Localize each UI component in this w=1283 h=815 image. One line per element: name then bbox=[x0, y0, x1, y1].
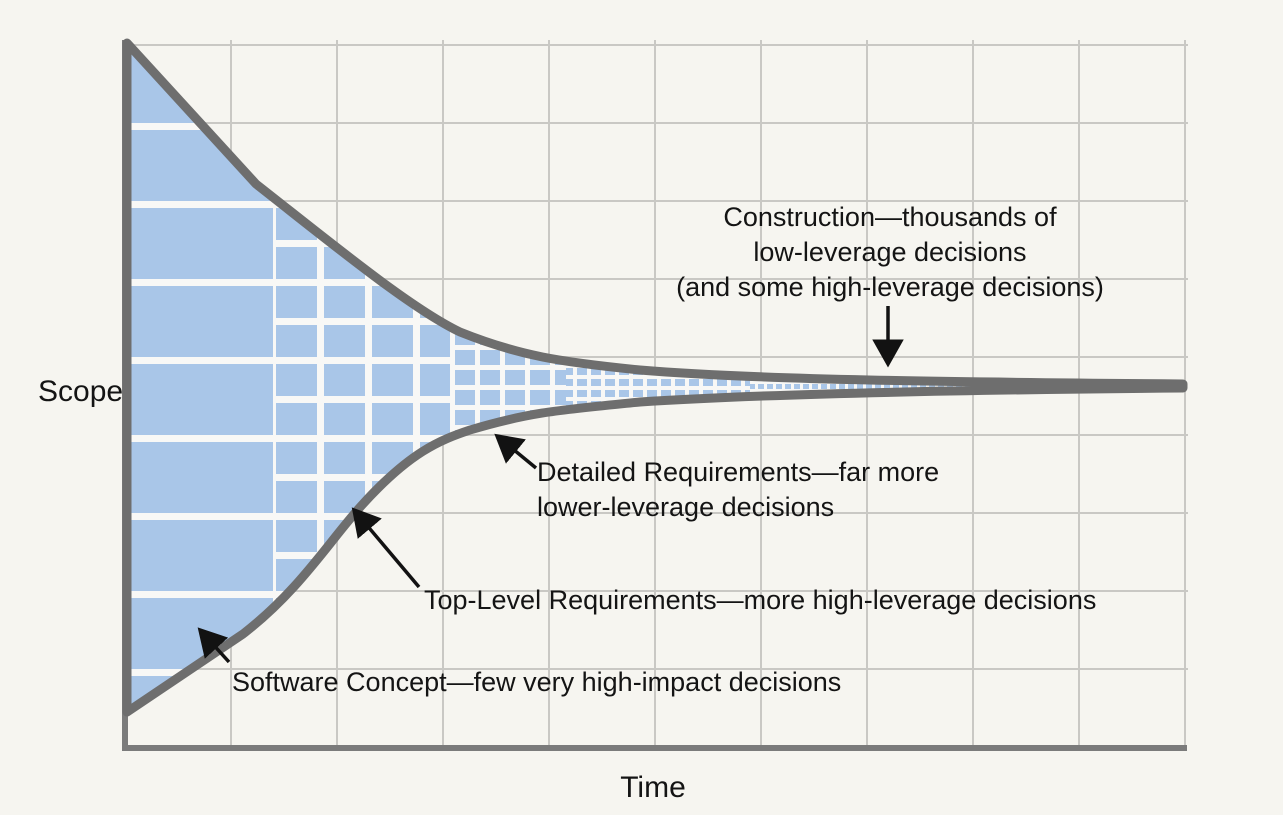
annotation-top-level-requirements: Top-Level Requirements—more high-leverag… bbox=[424, 583, 1096, 618]
x-axis-label: Time bbox=[620, 771, 686, 804]
annotation-construction-line3: (and some high-leverage decisions) bbox=[676, 272, 1104, 302]
annotation-construction-line2: low-leverage decisions bbox=[753, 237, 1027, 267]
annotation-top-level-line1: Top-Level Requirements—more high-leverag… bbox=[424, 585, 1097, 615]
top-level-requirements-arrow bbox=[351, 507, 421, 589]
annotation-detailed-line2: lower-leverage decisions bbox=[537, 492, 835, 522]
annotation-detailed-requirements: Detailed Requirements—far more lower-lev… bbox=[537, 455, 939, 525]
annotation-arrows bbox=[197, 306, 904, 664]
annotation-software-concept-line1: Software Concept—few very high-impact de… bbox=[232, 667, 842, 697]
annotation-detailed-line1: Detailed Requirements—far more bbox=[537, 457, 940, 487]
software-concept-arrow bbox=[197, 627, 231, 664]
annotation-construction: Construction—thousands of low-leverage d… bbox=[650, 200, 1130, 305]
annotation-construction-line1: Construction—thousands of bbox=[723, 202, 1057, 232]
annotation-software-concept: Software Concept—few very high-impact de… bbox=[232, 665, 841, 700]
y-axis-label: Scope bbox=[38, 375, 124, 408]
detailed-requirements-arrow bbox=[494, 433, 538, 470]
funnel-outline bbox=[122, 38, 1188, 717]
